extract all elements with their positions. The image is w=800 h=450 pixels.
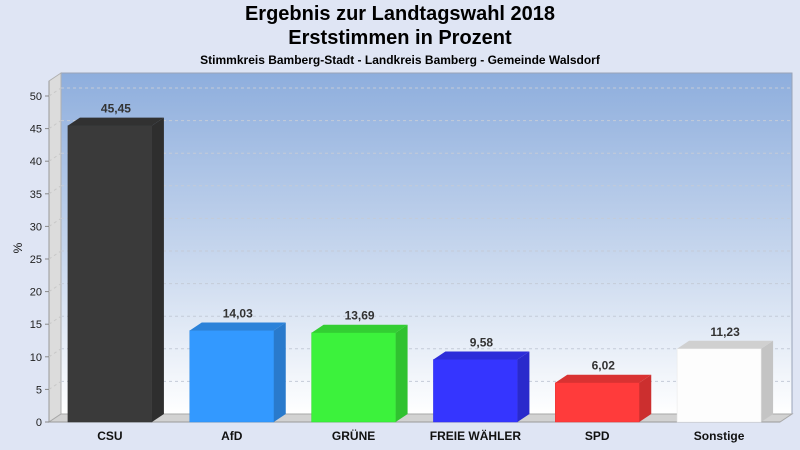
bar xyxy=(189,330,274,423)
bar-top xyxy=(311,324,408,333)
bar-side xyxy=(273,322,286,422)
y-tick-label: 35 xyxy=(30,189,42,201)
gridline-side xyxy=(48,283,62,293)
bar-grüne xyxy=(311,324,408,423)
gridline-side xyxy=(48,87,62,97)
gridline-side xyxy=(48,120,62,130)
data-label: 9,58 xyxy=(470,336,494,350)
data-label: 14,03 xyxy=(223,307,253,321)
gridline-side xyxy=(48,152,62,162)
bar-top xyxy=(67,117,164,126)
bar-freie-wähler xyxy=(433,351,530,423)
bar xyxy=(433,359,518,423)
gridline-side xyxy=(48,185,62,195)
bar-afd xyxy=(189,322,286,423)
y-tick-label: 50 xyxy=(30,91,42,103)
gridline-side xyxy=(48,348,62,358)
y-tick-label: 40 xyxy=(30,156,42,168)
chart-subtitle: Erststimmen in Prozent xyxy=(288,27,512,49)
x-tick-label: Sonstige xyxy=(694,429,745,443)
bar-top xyxy=(433,351,530,360)
bar xyxy=(67,125,153,423)
bar-spd xyxy=(555,374,652,423)
y-tick-label: 10 xyxy=(30,352,42,364)
data-label: 45,45 xyxy=(101,102,131,116)
y-tick-label: 0 xyxy=(36,417,42,429)
bar-side xyxy=(395,324,408,422)
x-tick-label: CSU xyxy=(97,429,122,443)
y-tick-label: 45 xyxy=(30,124,42,136)
bar xyxy=(311,332,396,423)
bar-top xyxy=(555,374,652,383)
y-tick-label: 20 xyxy=(30,287,42,299)
y-tick-label: 30 xyxy=(30,221,42,233)
x-tick-label: FREIE WÄHLER xyxy=(430,428,522,443)
bar-csu xyxy=(67,117,164,423)
chart-region-subtitle: Stimmkreis Bamberg-Stadt - Landkreis Bam… xyxy=(200,53,600,67)
plot-back-wall xyxy=(60,72,793,415)
x-tick-label: AfD xyxy=(221,429,243,443)
bar-side xyxy=(761,340,774,422)
gridline-side xyxy=(48,250,62,260)
bar-side xyxy=(151,117,164,422)
bar xyxy=(555,382,640,423)
data-label: 6,02 xyxy=(592,359,616,373)
bar xyxy=(676,348,762,423)
bar-side xyxy=(517,351,530,422)
bar-sonstige xyxy=(676,340,774,423)
chart-title: Ergebnis zur Landtagswahl 2018 xyxy=(244,3,556,25)
data-label: 13,69 xyxy=(345,309,375,323)
plot-side-wall xyxy=(48,72,62,423)
bar-top xyxy=(677,340,774,349)
y-tick-label: 15 xyxy=(30,319,42,331)
y-axis-label: % xyxy=(11,242,25,253)
data-label: 11,23 xyxy=(710,325,740,339)
x-tick-label: GRÜNE xyxy=(332,428,375,443)
y-tick-label: 25 xyxy=(30,254,42,266)
gridline-side xyxy=(48,217,62,227)
bar-side xyxy=(639,374,652,422)
gridline-side xyxy=(48,315,62,325)
gridline-side xyxy=(48,380,62,390)
x-tick-label: SPD xyxy=(585,429,610,443)
bar-top xyxy=(189,322,286,331)
y-tick-label: 5 xyxy=(36,384,42,396)
